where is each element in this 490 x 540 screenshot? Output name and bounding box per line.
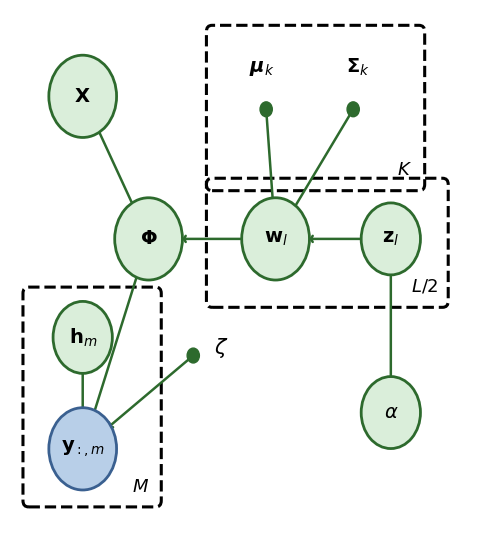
- Ellipse shape: [187, 348, 199, 363]
- Ellipse shape: [49, 55, 117, 138]
- Text: $\mathbf{h}_m$: $\mathbf{h}_m$: [69, 326, 97, 348]
- Text: $\alpha$: $\alpha$: [384, 403, 398, 422]
- Text: $\mathbf{y}_{:,m}$: $\mathbf{y}_{:,m}$: [61, 438, 105, 460]
- Text: $\boldsymbol{\mu}_k$: $\boldsymbol{\mu}_k$: [249, 59, 274, 78]
- Ellipse shape: [361, 203, 420, 275]
- Text: $\mathbf{w}_l$: $\mathbf{w}_l$: [264, 230, 288, 248]
- Ellipse shape: [49, 408, 117, 490]
- Text: $\boldsymbol{\Sigma}_k$: $\boldsymbol{\Sigma}_k$: [346, 57, 370, 78]
- Ellipse shape: [361, 376, 420, 449]
- Text: $\mathbf{\Phi}$: $\mathbf{\Phi}$: [140, 230, 157, 248]
- Ellipse shape: [260, 102, 272, 117]
- Text: $\zeta$: $\zeta$: [215, 336, 229, 360]
- Ellipse shape: [242, 198, 310, 280]
- Text: $\mathbf{X}$: $\mathbf{X}$: [74, 87, 91, 106]
- Text: $\mathbf{z}_l$: $\mathbf{z}_l$: [382, 230, 399, 248]
- Ellipse shape: [347, 102, 359, 117]
- Text: $M$: $M$: [131, 477, 148, 496]
- Ellipse shape: [53, 301, 112, 373]
- Text: $L/2$: $L/2$: [411, 278, 438, 296]
- Text: $K$: $K$: [397, 161, 412, 179]
- Ellipse shape: [115, 198, 182, 280]
